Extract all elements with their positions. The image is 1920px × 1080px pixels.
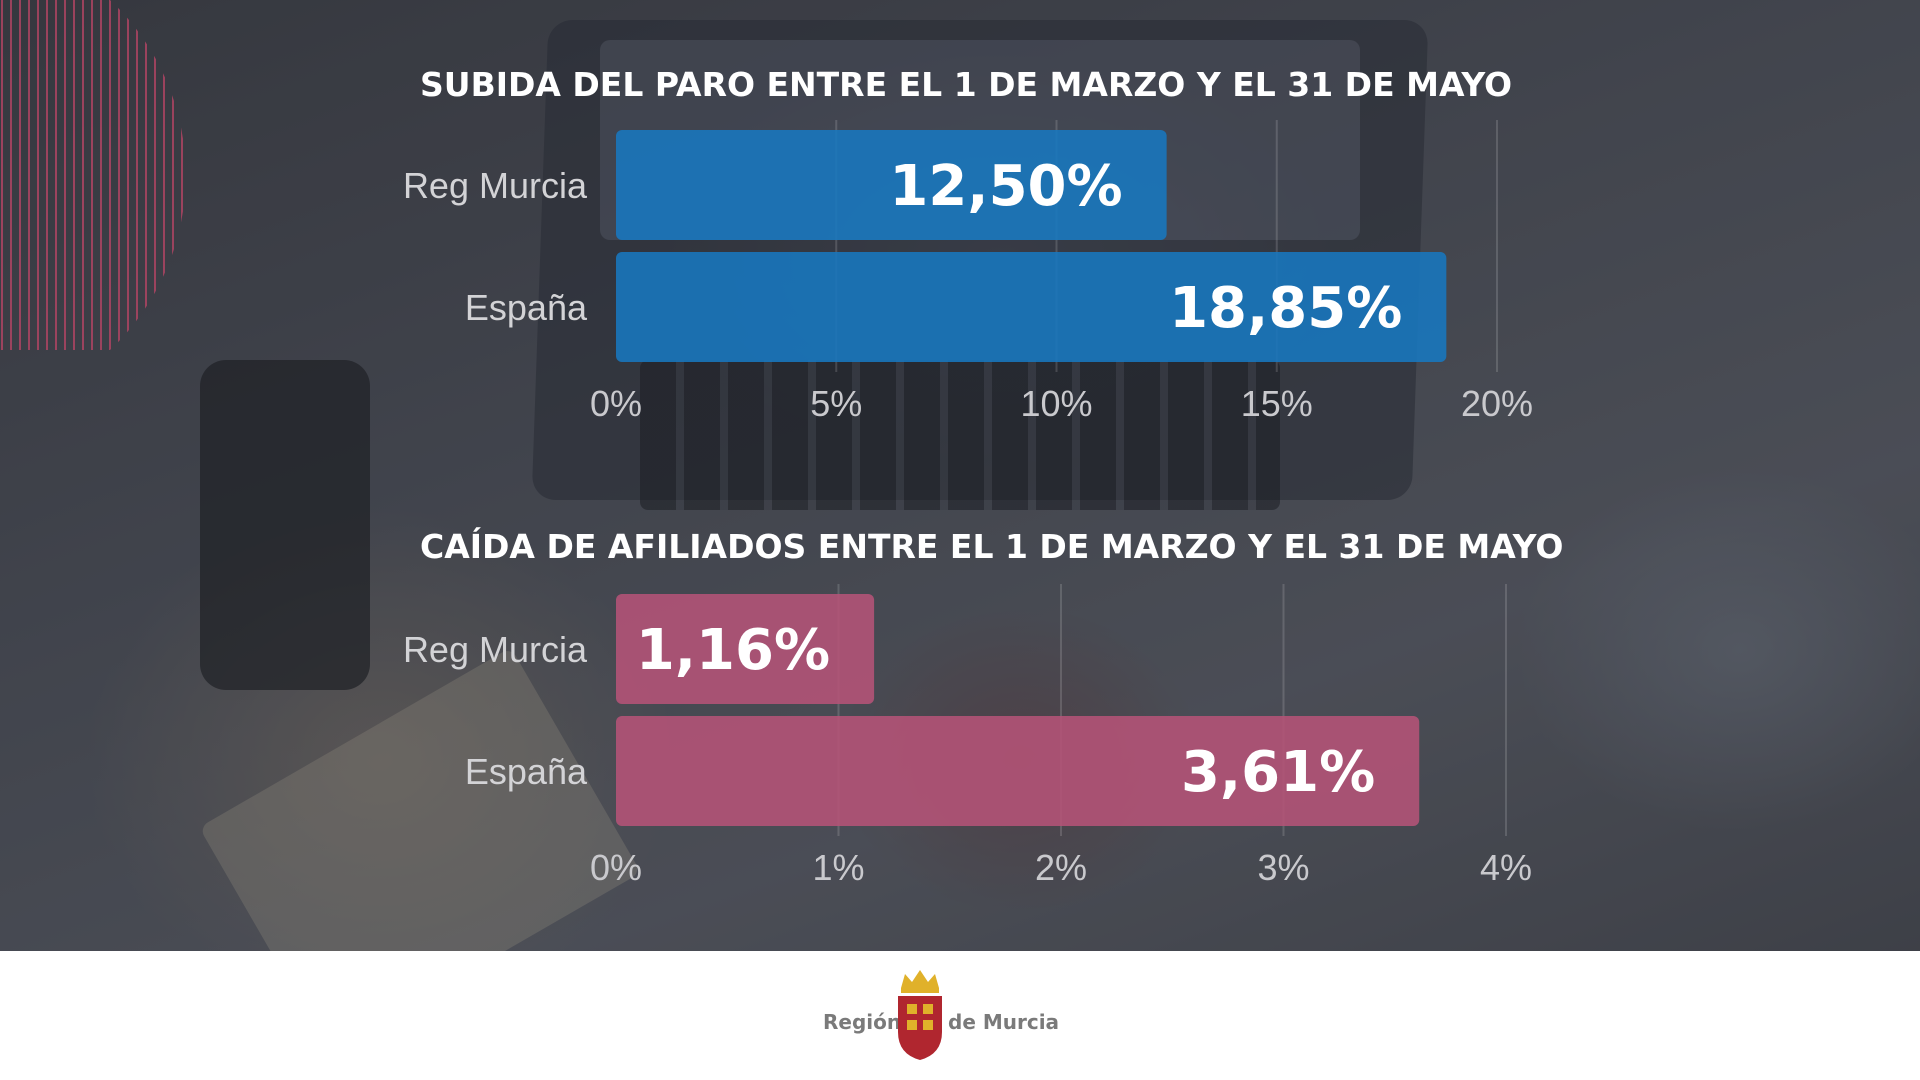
chart-title: CAÍDA DE AFILIADOS ENTRE EL 1 DE MARZO Y… bbox=[420, 526, 1563, 566]
data-label: 18,85% bbox=[1169, 276, 1402, 341]
decorative-stripes bbox=[1, 0, 183, 350]
data-label: 12,50% bbox=[889, 154, 1122, 219]
charts: SUBIDA DEL PARO ENTRE EL 1 DE MARZO Y EL… bbox=[402, 65, 1563, 888]
phone-silhouette bbox=[200, 360, 370, 690]
data-label: 3,61% bbox=[1181, 740, 1375, 805]
tick-label: 3% bbox=[1257, 847, 1309, 888]
footer bbox=[0, 951, 1920, 1080]
tick-label: 10% bbox=[1020, 383, 1092, 424]
coat-of-arms-icon bbox=[898, 970, 942, 1060]
tick-label: 0% bbox=[590, 383, 642, 424]
tick-label: 15% bbox=[1241, 383, 1313, 424]
tick-label: 1% bbox=[812, 847, 864, 888]
keyboard-silhouette bbox=[640, 360, 1280, 510]
tick-label: 4% bbox=[1480, 847, 1532, 888]
chart-title: SUBIDA DEL PARO ENTRE EL 1 DE MARZO Y EL… bbox=[420, 65, 1512, 104]
bar bbox=[616, 252, 1447, 362]
bar bbox=[616, 130, 1167, 240]
bar bbox=[616, 716, 1420, 826]
category-label: España bbox=[465, 287, 588, 328]
data-label: 1,16% bbox=[636, 618, 830, 683]
category-label: Reg Murcia bbox=[403, 629, 588, 670]
tick-label: 20% bbox=[1461, 383, 1533, 424]
tick-label: 2% bbox=[1035, 847, 1087, 888]
logo-text-left: Región bbox=[823, 1010, 902, 1034]
tick-label: 5% bbox=[810, 383, 862, 424]
tick-label: 0% bbox=[590, 847, 642, 888]
logo-text-right: de Murcia bbox=[948, 1010, 1060, 1034]
category-label: Reg Murcia bbox=[403, 165, 588, 206]
bar bbox=[616, 594, 875, 704]
category-label: España bbox=[465, 751, 588, 792]
region-de-murcia-logo: Región de Murcia bbox=[820, 966, 1059, 1066]
